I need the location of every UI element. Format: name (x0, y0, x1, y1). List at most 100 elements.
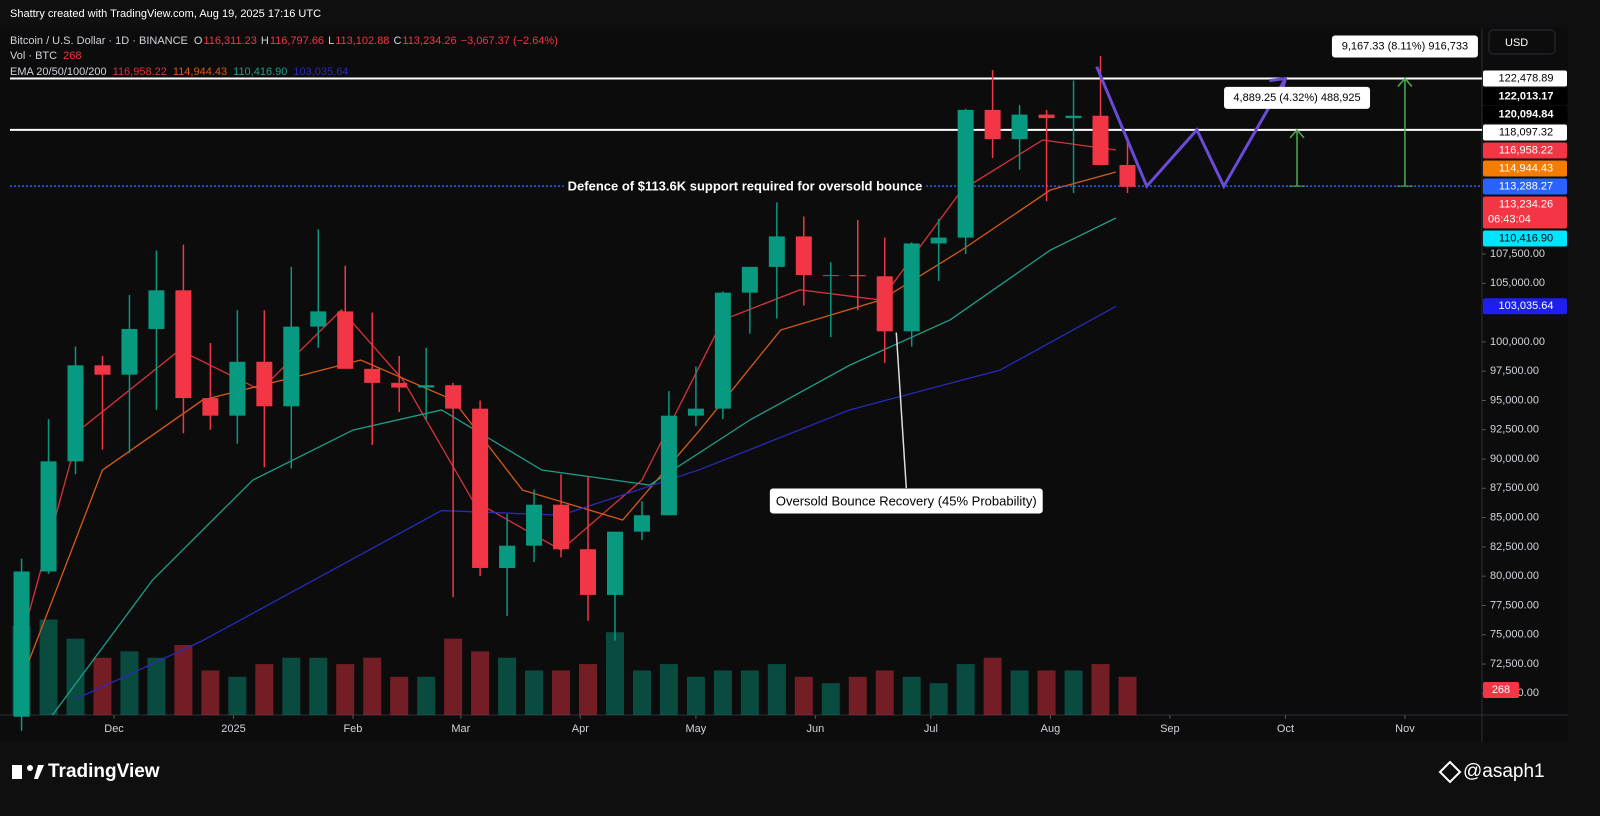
currency-button[interactable] (1488, 29, 1556, 55)
x-tick-label: Feb (343, 723, 362, 735)
price-badge-label: 103,035.64 (1498, 300, 1553, 312)
plot: 70,000.0072,500.0075,000.0077,500.0080,0… (10, 35, 1568, 735)
x-tick-label: Oct (1277, 723, 1294, 735)
volume-bar (1118, 676, 1137, 715)
volume-bar (767, 664, 786, 715)
price-badge-label: 110,416.90 (1499, 232, 1553, 244)
candle-body (175, 290, 192, 399)
y-tick-label: 75,000.00 (1490, 629, 1539, 641)
volume-bar (525, 670, 544, 715)
candle-body (499, 545, 516, 568)
candle-body (957, 109, 974, 238)
volume-bar (336, 664, 355, 715)
ohlc-value: 116,311.23 (203, 35, 256, 47)
volume-bar (956, 664, 975, 715)
volume-bar (228, 676, 247, 715)
candle-body (445, 385, 462, 409)
price-badge-label: 122,478.89 (1498, 72, 1553, 84)
ohlc-value: 116,797.66 (270, 35, 324, 47)
volume-bar (498, 657, 517, 715)
volume-bar (471, 651, 490, 715)
volume-bar (390, 676, 409, 715)
candle-body (580, 549, 597, 595)
author: @asaph1 (1463, 761, 1545, 782)
logo (27, 765, 33, 771)
x-tick-label: Jun (806, 723, 824, 735)
x-tick-label: Aug (1041, 723, 1061, 735)
support-note: Defence of $113.6K support required for … (568, 179, 923, 194)
author-icon (1438, 760, 1462, 784)
candle-body (1092, 115, 1109, 165)
candle-body (903, 243, 920, 332)
callout-label: Oversold Bounce Recovery (45% Probabilit… (776, 493, 1037, 508)
logo (12, 765, 22, 779)
candle-body (337, 311, 354, 369)
candle-body (741, 266, 758, 293)
y-tick-label: 85,000.00 (1490, 512, 1539, 524)
volume-badge-label: 268 (1492, 684, 1510, 696)
candle-body (1119, 164, 1136, 187)
volume-bar (821, 683, 840, 715)
candle-body (121, 328, 138, 375)
candle-body (1065, 115, 1082, 119)
x-tick-label: Dec (104, 723, 124, 735)
change: −3,067.37 (−2.64%) (461, 35, 558, 47)
price-badge-label: 114,944.43 (1499, 162, 1553, 174)
candle-body (768, 236, 785, 267)
volume-bar (120, 651, 139, 715)
volume-bar (1064, 670, 1083, 715)
candle-body (67, 365, 84, 462)
volume-bar (632, 670, 651, 715)
volume-bar (686, 676, 705, 715)
price-badge-label: 113,288.27 (1499, 180, 1553, 192)
y-tick-label: 72,500.00 (1490, 658, 1539, 670)
ema-label: EMA 20/50/100/200 (10, 66, 107, 78)
candle-body (283, 326, 300, 407)
volume-bar (201, 670, 220, 715)
support-note-bg (563, 177, 927, 195)
volume-bar (444, 638, 463, 715)
volume-bar (363, 657, 382, 715)
y-tick-label: 82,500.00 (1490, 541, 1539, 553)
candle-body (202, 398, 219, 416)
price-badge (1482, 88, 1568, 106)
volume-bar (929, 683, 948, 715)
price-badge (1483, 70, 1567, 87)
volume-bar (659, 664, 678, 715)
candle-body (795, 236, 812, 276)
countdown: 06:43:04 (1488, 213, 1531, 225)
candle-body (822, 275, 839, 277)
x-tick-label: Apr (572, 723, 589, 735)
candle-body (606, 531, 623, 595)
ema-line (51, 217, 1117, 716)
measure-box (1331, 35, 1478, 58)
candle-body (633, 515, 650, 532)
x-tick-label: Nov (1395, 723, 1415, 735)
ohlc-key: O (194, 35, 203, 47)
volume-bar (147, 657, 166, 715)
candle-body (391, 382, 408, 388)
price-badge (1483, 178, 1567, 195)
x-tick-label: May (686, 723, 707, 735)
ema-line (20, 171, 1117, 681)
price-badge (1483, 230, 1567, 247)
price-badge-label: 113,234.26 (1499, 198, 1553, 210)
price-badge (1483, 298, 1567, 315)
brand: TradingView @asaph1 (12, 760, 1545, 784)
price-badge (1483, 142, 1567, 159)
volume-bar (983, 657, 1002, 715)
volume-bar (902, 676, 921, 715)
legend: Bitcoin / U.S. Dollar · 1D · BINANCE O 116… (10, 35, 558, 78)
candle-body (849, 275, 866, 277)
price-badge-label: 116,958.22 (1499, 144, 1553, 156)
y-tick-label: 90,000.00 (1490, 453, 1539, 465)
currency[interactable]: USD (1505, 37, 1528, 49)
logo (34, 765, 44, 779)
candle-body (984, 109, 1001, 140)
projection-path (1095, 65, 1287, 190)
volume-bar (309, 657, 328, 715)
volume-label: Vol · BTC (10, 50, 57, 62)
candle-body (229, 361, 246, 416)
volume-bar (417, 676, 436, 715)
